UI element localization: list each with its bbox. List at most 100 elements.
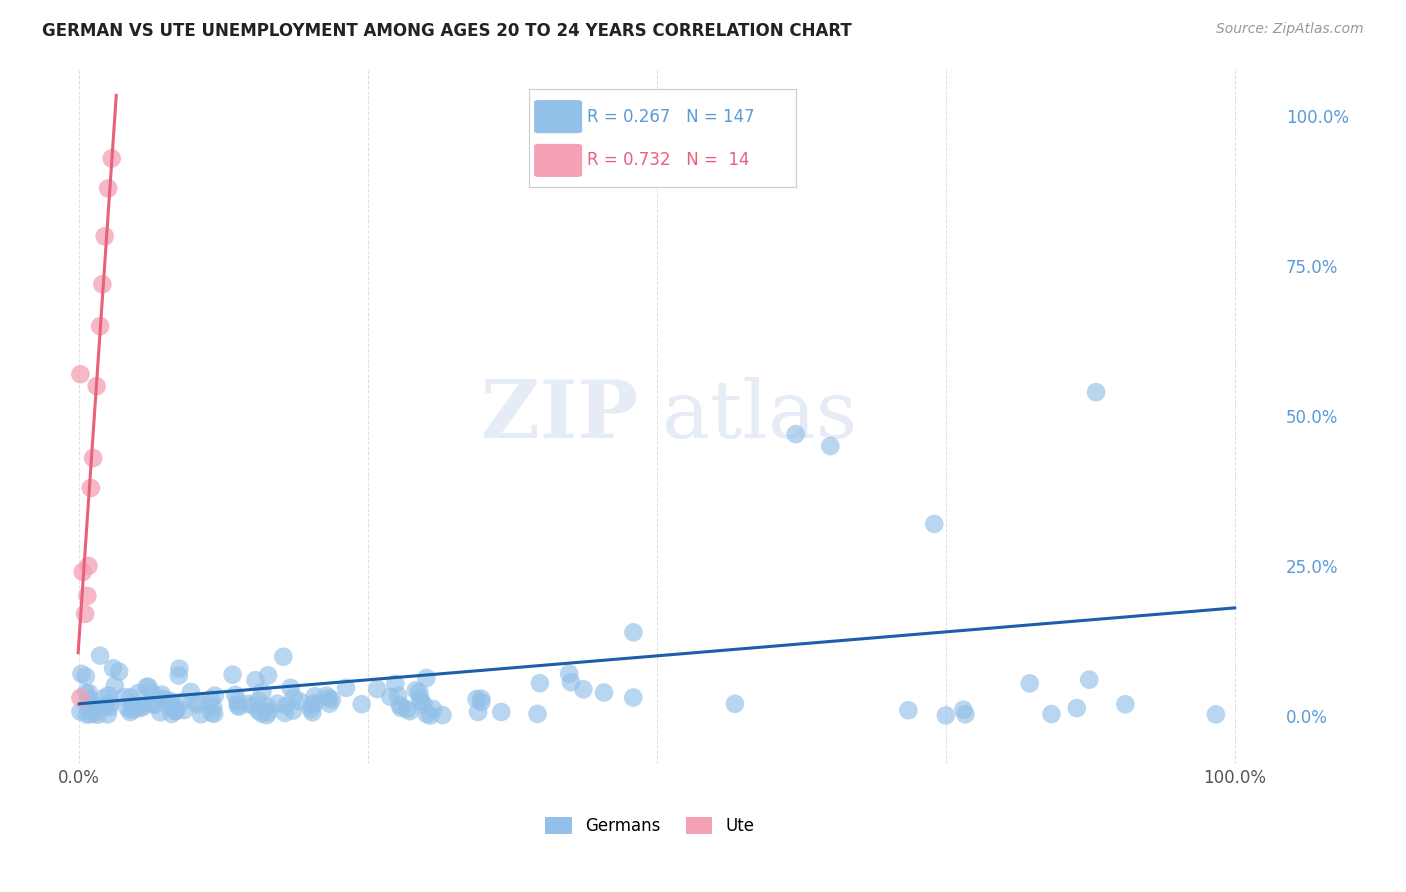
Point	[304, 689, 326, 703]
Point	[76, 707, 98, 722]
Point	[280, 681, 302, 695]
Point	[273, 649, 295, 664]
Point	[155, 692, 177, 706]
Point	[228, 699, 250, 714]
Point	[122, 698, 145, 713]
Point	[301, 706, 323, 720]
Point	[72, 565, 94, 579]
Point	[409, 694, 432, 708]
Point	[108, 665, 131, 679]
Point	[84, 698, 107, 713]
Point	[122, 703, 145, 717]
Point	[80, 481, 103, 495]
Point	[132, 699, 155, 714]
Point	[1066, 701, 1088, 715]
Point	[187, 695, 209, 709]
Point	[593, 685, 616, 699]
Point	[224, 688, 246, 702]
Point	[70, 667, 93, 681]
Point	[160, 706, 183, 721]
Point	[387, 689, 409, 703]
Point	[380, 690, 402, 704]
Point	[247, 694, 270, 708]
Point	[952, 703, 974, 717]
Point	[366, 681, 388, 696]
Point	[100, 696, 122, 710]
Point	[89, 319, 111, 334]
Point	[117, 701, 139, 715]
Point	[94, 699, 117, 714]
Point	[318, 691, 340, 706]
Point	[104, 679, 127, 693]
Point	[315, 689, 337, 703]
Point	[257, 668, 280, 682]
Point	[724, 697, 747, 711]
Point	[91, 277, 114, 292]
Point	[226, 698, 249, 713]
Point	[785, 427, 807, 442]
Point	[112, 690, 135, 704]
Point	[221, 667, 243, 681]
Point	[160, 694, 183, 708]
Point	[82, 451, 104, 466]
Point	[247, 704, 270, 718]
Point	[465, 692, 488, 706]
Point	[409, 690, 432, 705]
Point	[150, 688, 173, 702]
Point	[101, 661, 124, 675]
Point	[173, 703, 195, 717]
Text: GERMAN VS UTE UNEMPLOYMENT AMONG AGES 20 TO 24 YEARS CORRELATION CHART: GERMAN VS UTE UNEMPLOYMENT AMONG AGES 20…	[42, 22, 852, 40]
Point	[69, 690, 91, 705]
Point	[572, 682, 595, 697]
Point	[97, 689, 120, 703]
Point	[467, 705, 489, 719]
Point	[77, 686, 100, 700]
Point	[200, 692, 222, 706]
Point	[127, 686, 149, 700]
Point	[145, 698, 167, 712]
Point	[120, 705, 142, 719]
Point	[257, 705, 280, 719]
Point	[75, 607, 97, 621]
Point	[97, 707, 120, 722]
Point	[238, 697, 260, 711]
Point	[558, 666, 581, 681]
Point	[75, 669, 97, 683]
Point	[621, 690, 644, 705]
Point	[256, 699, 278, 714]
Point	[301, 698, 323, 712]
Point	[1018, 676, 1040, 690]
Point	[526, 706, 548, 721]
Point	[186, 698, 208, 712]
Point	[76, 698, 98, 713]
Point	[405, 683, 427, 698]
Point	[1078, 673, 1101, 687]
Point	[142, 698, 165, 712]
Point	[165, 704, 187, 718]
Point	[226, 694, 249, 708]
Point	[491, 705, 513, 719]
Point	[202, 706, 225, 721]
Point	[77, 691, 100, 706]
Point	[256, 708, 278, 723]
Point	[389, 701, 412, 715]
Point	[274, 706, 297, 720]
Point	[86, 707, 108, 722]
Point	[149, 691, 172, 706]
Point	[283, 704, 305, 718]
Point	[89, 648, 111, 663]
Point	[77, 696, 100, 710]
Legend: Germans, Ute: Germans, Ute	[538, 810, 762, 842]
Point	[141, 686, 163, 700]
Point	[283, 690, 305, 705]
Point	[84, 701, 107, 715]
Point	[129, 701, 152, 715]
Point	[127, 700, 149, 714]
Point	[288, 694, 311, 708]
Point	[395, 702, 418, 716]
Point	[350, 697, 373, 711]
Point	[1114, 698, 1136, 712]
Point	[165, 704, 187, 718]
Point	[935, 708, 957, 723]
Text: ZIP: ZIP	[481, 377, 638, 455]
